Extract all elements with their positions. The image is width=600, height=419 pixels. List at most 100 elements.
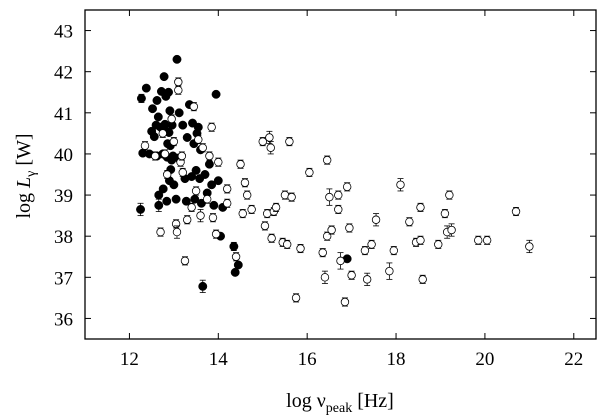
y-tick-label: 36 — [54, 309, 73, 330]
open-point — [434, 240, 443, 249]
open-point — [396, 180, 405, 189]
x-axis-label: log νpeak [Hz] — [286, 390, 394, 416]
open-point — [336, 256, 345, 266]
open-point — [236, 160, 245, 169]
open-point — [340, 297, 350, 307]
x-tick-label: 18 — [387, 349, 406, 370]
y-tick-label: 38 — [54, 227, 73, 248]
open-point — [367, 240, 376, 249]
y-tick-label: 41 — [54, 104, 73, 125]
filled-point — [213, 176, 223, 186]
open-point — [405, 217, 414, 226]
open-point — [242, 190, 252, 200]
x-tick-label: 12 — [120, 349, 139, 370]
filled-point — [149, 132, 159, 142]
filled-point — [159, 72, 169, 82]
axis-ticks — [85, 10, 596, 339]
open-point — [389, 246, 399, 255]
open-point — [318, 248, 327, 257]
open-point — [440, 209, 450, 218]
filled-point — [193, 122, 203, 132]
filled-point — [209, 200, 219, 210]
open-point — [247, 205, 256, 214]
open-point — [140, 141, 150, 150]
open-point — [305, 168, 314, 177]
filled-point — [165, 106, 175, 116]
filled-point — [162, 196, 172, 206]
open-point — [416, 203, 425, 212]
open-point — [187, 203, 196, 212]
open-point — [160, 149, 170, 159]
filled-point — [233, 260, 243, 270]
open-point — [287, 192, 296, 202]
open-point — [416, 236, 425, 245]
open-point — [445, 190, 454, 200]
filled-point — [211, 89, 221, 99]
tick-labels: 12 14 16 18 20 22 36 37 38 39 40 41 42 43 — [54, 22, 583, 370]
open-point — [296, 244, 305, 253]
open-point — [208, 213, 218, 222]
y-tick-label: 40 — [54, 145, 73, 166]
filled-point — [169, 180, 179, 190]
open-point — [174, 77, 183, 87]
open-point — [285, 137, 294, 146]
filled-point — [174, 108, 184, 118]
open-point — [222, 184, 232, 194]
open-point — [191, 186, 201, 196]
open-point — [169, 137, 179, 146]
filled-point — [152, 96, 162, 105]
open-point — [265, 133, 274, 142]
filled-point — [136, 93, 146, 103]
open-point — [258, 137, 267, 146]
filled-point — [154, 200, 164, 210]
filled-point — [178, 120, 188, 130]
filled-point — [198, 281, 208, 291]
filled-point — [229, 242, 239, 251]
open-point — [360, 246, 370, 255]
open-point — [240, 178, 250, 187]
filled-point — [141, 83, 151, 93]
open-point — [325, 192, 334, 202]
x-tick-label: 14 — [209, 349, 229, 370]
open-point — [238, 209, 247, 218]
open-point — [156, 227, 165, 237]
filled-point — [171, 194, 181, 204]
open-point — [158, 129, 167, 138]
open-point — [525, 242, 534, 251]
open-point — [291, 293, 301, 303]
open-point — [322, 155, 332, 165]
open-point — [231, 252, 241, 261]
open-point — [282, 240, 292, 249]
y-tick-label: 43 — [54, 22, 73, 43]
open-point — [196, 211, 205, 220]
open-point — [271, 203, 281, 212]
filled-point — [182, 133, 192, 142]
filled-point — [158, 184, 168, 194]
open-point — [211, 229, 221, 239]
filled-point — [172, 54, 182, 64]
open-point — [198, 143, 207, 152]
open-point — [151, 151, 160, 161]
x-tick-label: 22 — [564, 349, 583, 370]
open-point — [347, 271, 356, 280]
filled-point — [207, 180, 217, 190]
open-series — [140, 77, 534, 307]
open-point — [334, 205, 343, 214]
open-point — [447, 225, 456, 235]
open-point — [171, 219, 181, 229]
open-point — [178, 168, 187, 177]
open-point — [177, 151, 187, 161]
y-axis-label: log Lγ [W] — [13, 133, 39, 218]
filled-point — [181, 196, 191, 206]
filled-point — [204, 159, 214, 169]
open-point — [214, 157, 223, 167]
open-point — [371, 215, 381, 224]
filled-series — [136, 54, 352, 293]
x-tick-label: 16 — [298, 349, 317, 370]
open-point — [482, 236, 492, 245]
open-point — [194, 135, 203, 144]
open-point — [267, 234, 276, 243]
y-tick-label: 42 — [54, 63, 73, 84]
open-point — [167, 114, 176, 124]
